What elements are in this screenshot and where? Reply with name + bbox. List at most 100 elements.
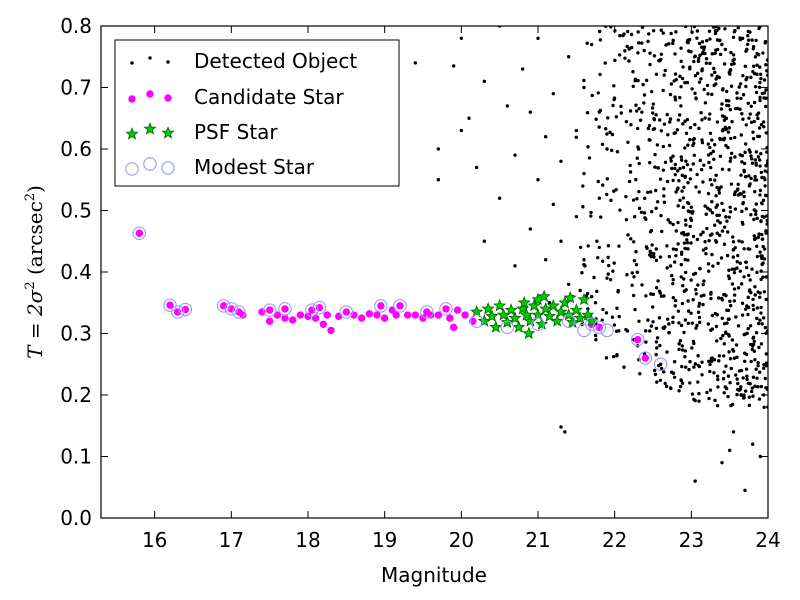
detected-object-point bbox=[689, 205, 694, 209]
detected-object-point bbox=[688, 381, 692, 385]
detected-object-point bbox=[597, 110, 602, 114]
detected-object-point bbox=[754, 212, 758, 217]
detected-object-point bbox=[628, 170, 633, 174]
detected-object-point bbox=[648, 230, 653, 234]
detected-object-point bbox=[678, 74, 682, 79]
detected-object-point bbox=[619, 111, 624, 115]
detected-object-point bbox=[760, 256, 764, 260]
detected-object-point bbox=[459, 36, 464, 40]
detected-object-point bbox=[661, 144, 666, 149]
detected-object-point bbox=[730, 338, 735, 342]
detected-object-point bbox=[756, 155, 761, 159]
detected-object-point bbox=[717, 191, 722, 195]
candidate-star-point bbox=[377, 302, 385, 310]
detected-object-point bbox=[717, 233, 722, 237]
detected-object-point bbox=[696, 363, 701, 368]
detected-object-point bbox=[699, 232, 703, 237]
legend-marker-candidate bbox=[128, 95, 136, 103]
detected-object-point bbox=[623, 49, 627, 53]
detected-object-point bbox=[636, 41, 641, 45]
candidate-star-point bbox=[365, 310, 374, 318]
detected-object-point bbox=[696, 59, 701, 63]
detected-object-point bbox=[702, 163, 706, 167]
detected-object-point bbox=[631, 69, 635, 74]
detected-object-point bbox=[626, 140, 630, 144]
detected-object-point bbox=[671, 278, 675, 282]
detected-object-point bbox=[751, 297, 755, 302]
detected-object-point bbox=[736, 187, 740, 191]
detected-object-point bbox=[683, 146, 687, 150]
detected-object-point bbox=[732, 62, 736, 66]
detected-object-point bbox=[764, 275, 768, 279]
detected-object-point bbox=[589, 42, 594, 47]
psf-star-point bbox=[581, 308, 595, 321]
detected-object-point bbox=[707, 396, 711, 401]
detected-object-point bbox=[719, 107, 724, 111]
detected-object-point bbox=[642, 101, 646, 105]
modest-star-point bbox=[630, 332, 645, 347]
detected-object-point bbox=[666, 133, 670, 137]
detected-object-point bbox=[753, 55, 758, 59]
psf-star-point bbox=[519, 308, 534, 321]
detected-object-point bbox=[742, 275, 746, 279]
psf-star-point bbox=[554, 305, 568, 318]
detected-object-point bbox=[690, 321, 695, 325]
detected-object-point bbox=[758, 295, 762, 299]
candidate-star-point bbox=[319, 320, 328, 328]
detected-object-point bbox=[595, 289, 599, 294]
detected-object-point bbox=[701, 51, 705, 56]
detected-object-point bbox=[683, 218, 688, 222]
detected-object-point bbox=[676, 204, 680, 208]
detected-object-point bbox=[653, 372, 658, 377]
detected-object-point bbox=[751, 342, 756, 347]
detected-object-point bbox=[711, 149, 716, 154]
detected-object-point bbox=[750, 267, 754, 271]
detected-object-point bbox=[636, 51, 640, 55]
detected-object-point bbox=[746, 312, 750, 317]
detected-object-point bbox=[724, 330, 728, 334]
detected-object-point bbox=[742, 190, 746, 194]
detected-object-point bbox=[613, 58, 617, 63]
detected-object-point bbox=[665, 317, 670, 321]
detected-object-point bbox=[765, 214, 768, 218]
detected-object-point bbox=[728, 159, 732, 163]
detected-object-point bbox=[681, 165, 686, 170]
detected-object-point bbox=[637, 106, 641, 111]
x-tick-label: 18 bbox=[295, 528, 320, 552]
detected-object-point bbox=[745, 42, 750, 46]
detected-object-point bbox=[655, 380, 659, 384]
detected-object-point bbox=[742, 194, 746, 199]
detected-object-point bbox=[597, 196, 602, 200]
detected-object-point bbox=[740, 240, 744, 244]
detected-object-point bbox=[759, 384, 764, 389]
detected-object-point bbox=[661, 370, 666, 374]
detected-object-point bbox=[690, 346, 694, 350]
detected-object-point bbox=[635, 126, 640, 131]
detected-object-point bbox=[662, 122, 667, 126]
detected-object-point bbox=[669, 82, 674, 86]
detected-object-point bbox=[566, 282, 571, 286]
detected-object-point bbox=[683, 119, 687, 123]
detected-object-point bbox=[605, 147, 609, 151]
detected-object-point bbox=[726, 317, 731, 321]
detected-object-point bbox=[708, 145, 712, 150]
detected-object-point bbox=[668, 92, 673, 97]
detected-object-point bbox=[696, 380, 700, 384]
detected-object-point bbox=[652, 54, 657, 58]
detected-object-point bbox=[753, 189, 757, 194]
detected-object-point bbox=[686, 40, 690, 45]
detected-object-point bbox=[682, 330, 686, 335]
detected-object-point bbox=[661, 31, 665, 35]
detected-object-point bbox=[697, 301, 702, 306]
candidate-star-point bbox=[449, 323, 458, 332]
detected-object-point bbox=[674, 190, 678, 194]
detected-object-point bbox=[606, 272, 610, 276]
detected-object-point bbox=[643, 216, 647, 220]
detected-object-point bbox=[685, 117, 690, 122]
detected-object-point bbox=[671, 38, 675, 43]
detected-object-point bbox=[669, 31, 673, 36]
modest-star-point bbox=[638, 351, 653, 365]
detected-object-point bbox=[680, 301, 685, 306]
y-axis-label-unit-close: ) bbox=[23, 185, 47, 193]
detected-object-point bbox=[744, 84, 748, 89]
